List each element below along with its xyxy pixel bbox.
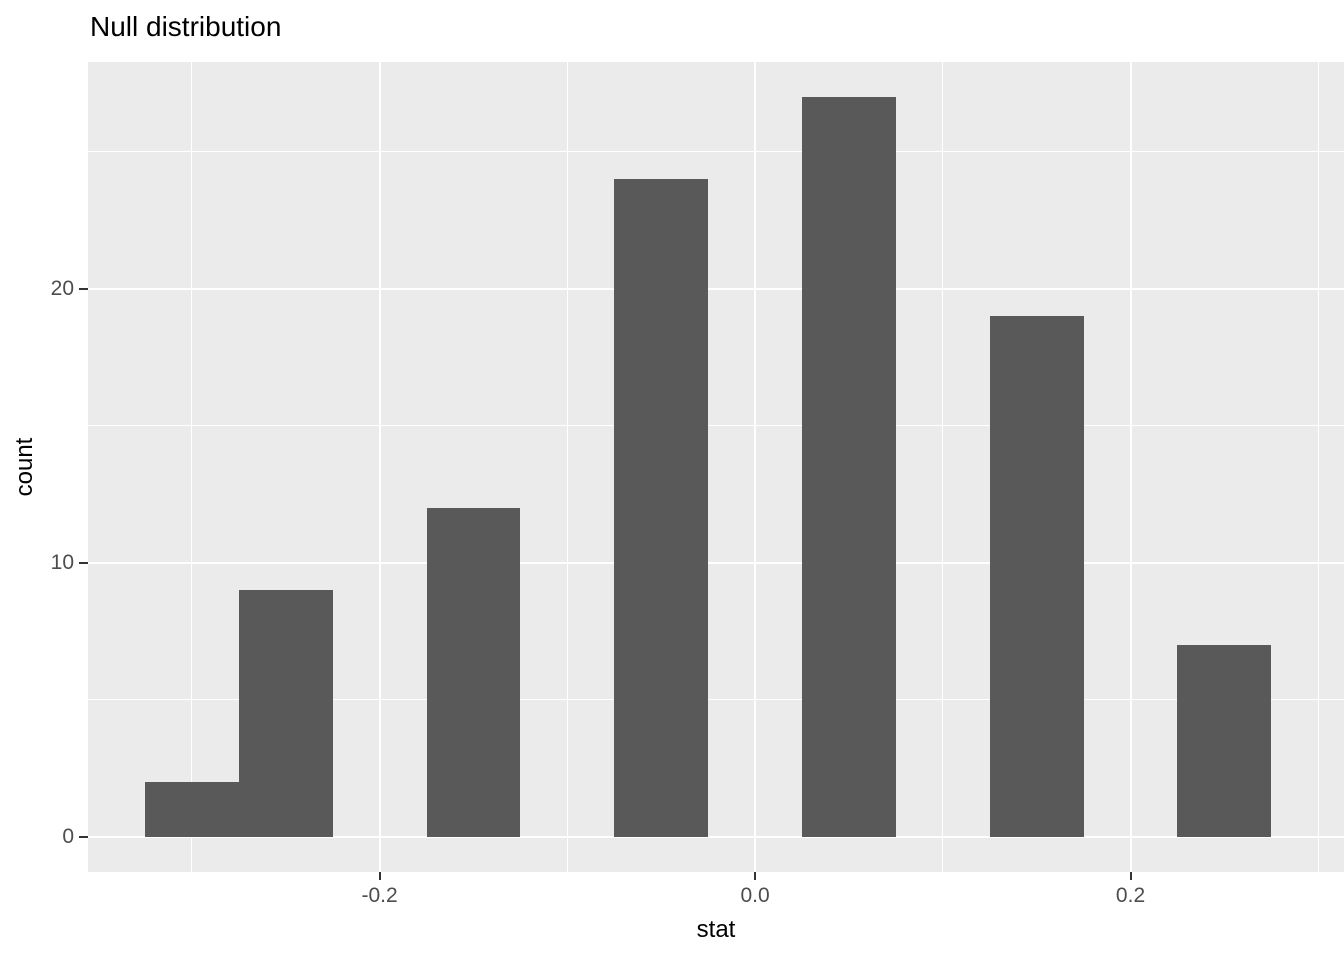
y-tick-mark xyxy=(79,287,88,290)
gridline-minor-x xyxy=(191,62,193,872)
gridline-minor-y xyxy=(88,151,1344,153)
gridline-major-y xyxy=(88,835,1344,838)
y-tick-label: 10 xyxy=(50,550,74,574)
x-tick-label: 0.2 xyxy=(1115,884,1146,907)
gridline-minor-y xyxy=(88,699,1344,701)
histogram-bar xyxy=(1177,645,1272,837)
x-tick-mark xyxy=(754,872,757,880)
gridline-minor-y xyxy=(88,425,1344,427)
x-tick-mark xyxy=(378,872,381,880)
histogram-bar xyxy=(614,179,709,837)
histogram-bar xyxy=(801,97,896,837)
y-tick-label: 20 xyxy=(50,276,74,300)
histogram-bar xyxy=(426,508,521,837)
y-axis-title: count xyxy=(11,437,38,497)
chart-title: Null distribution xyxy=(90,11,282,42)
histogram-bar xyxy=(144,782,239,837)
histogram-bar xyxy=(238,590,333,837)
gridline-major-y xyxy=(88,561,1344,564)
gridline-minor-x xyxy=(1317,62,1319,872)
x-tick-mark xyxy=(1129,872,1132,880)
x-tick-label: 0.0 xyxy=(740,884,770,907)
gridline-major-x xyxy=(378,62,381,872)
gridline-major-y xyxy=(88,287,1344,290)
histogram-bar xyxy=(989,316,1084,837)
gridline-major-x xyxy=(754,62,757,872)
y-tick-label: 0 xyxy=(62,824,74,848)
y-tick-mark xyxy=(79,561,88,564)
gridline-minor-x xyxy=(566,62,568,872)
x-tick-label: -0.2 xyxy=(361,884,398,907)
x-axis-title: stat xyxy=(696,916,736,943)
y-tick-mark xyxy=(79,835,88,838)
gridline-major-x xyxy=(1129,62,1132,872)
gridline-minor-x xyxy=(942,62,944,872)
plot-panel xyxy=(88,62,1344,872)
